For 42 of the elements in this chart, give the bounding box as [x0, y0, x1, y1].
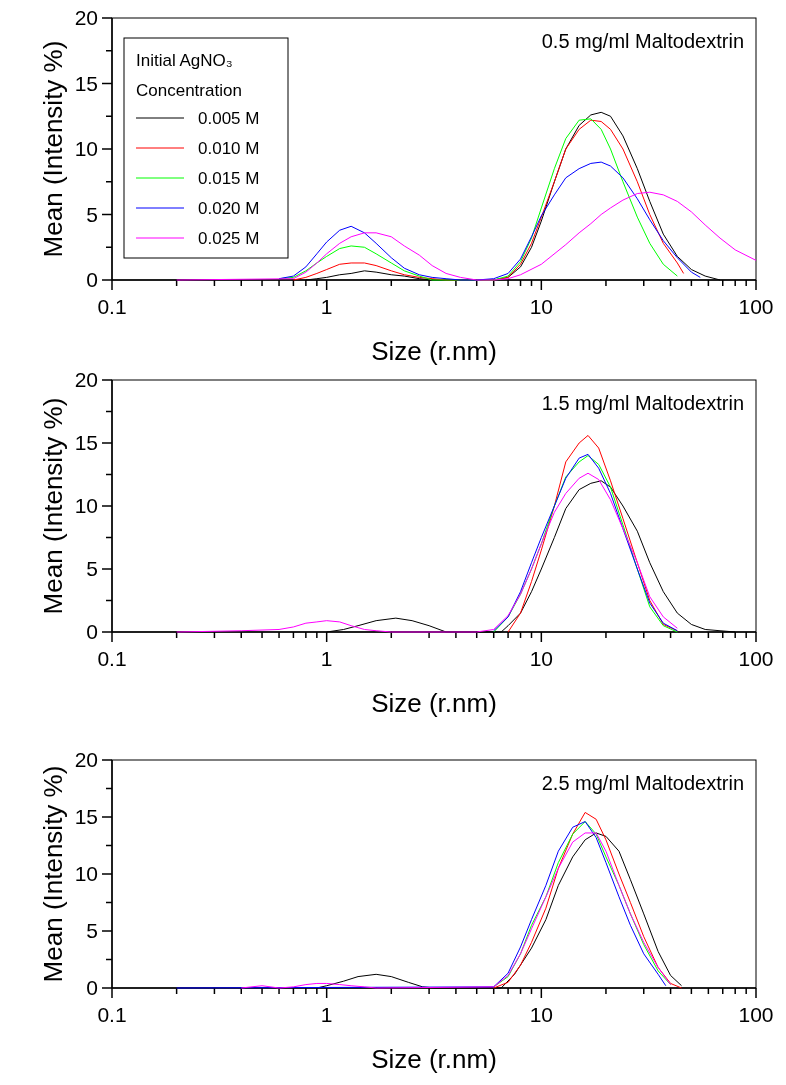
y-tick-label: 0	[86, 620, 98, 643]
x-tick-label: 0.1	[97, 295, 127, 318]
y-tick-label: 15	[74, 805, 98, 828]
x-tick-label: 10	[529, 295, 554, 318]
y-tick-label: 5	[86, 202, 98, 226]
y-tick-label: 5	[86, 919, 98, 942]
x-axis-title: Size (r.nm)	[371, 1044, 497, 1074]
y-axis-title: Mean (Intensity %)	[38, 40, 68, 258]
y-tick-label: 20	[74, 748, 98, 771]
y-tick-label: 15	[74, 71, 98, 95]
legend-title: Initial AgNO₃ Concentration	[136, 51, 242, 100]
y-tick-label: 15	[74, 431, 98, 454]
x-tick-label: 1	[320, 1003, 333, 1026]
legend-label: 0.015 M	[198, 169, 260, 188]
y-tick-label: 20	[74, 368, 98, 391]
x-tick-label: 10	[529, 1003, 554, 1026]
y-tick-label: 5	[86, 557, 98, 580]
y-tick-label: 10	[74, 137, 98, 160]
y-tick-label: 0	[86, 268, 98, 291]
x-tick-label: 100	[738, 647, 774, 670]
x-tick-label: 100	[738, 1003, 774, 1026]
x-tick-label: 100	[738, 295, 774, 318]
y-tick-label: 0	[86, 976, 98, 999]
y-tick-label: 20	[74, 6, 98, 29]
y-axis-title: Mean (Intensity %)	[38, 765, 68, 983]
x-axis-title: Size (r.nm)	[371, 336, 497, 366]
x-tick-label: 1	[320, 295, 333, 318]
x-tick-label: 1	[320, 647, 333, 670]
legend-label: 0.005 M	[198, 109, 260, 128]
x-tick-label: 0.1	[97, 647, 127, 670]
y-axis-title: Mean (Intensity %)	[38, 397, 68, 615]
y-tick-label: 10	[74, 494, 98, 517]
legend-label: 0.025 M	[198, 229, 260, 248]
annotation: 1.5 mg/ml Maltodextrin	[541, 392, 744, 414]
annotation: 0.5 mg/ml Maltodextrin	[541, 30, 744, 52]
x-axis-title: Size (r.nm)	[371, 688, 497, 718]
x-tick-label: 0.1	[97, 1003, 127, 1026]
annotation: 2.5 mg/ml Maltodextrin	[541, 772, 744, 794]
legend-label: 0.020 M	[198, 199, 260, 218]
y-tick-label: 10	[74, 862, 98, 885]
legend-label: 0.010 M	[198, 139, 260, 158]
x-tick-label: 10	[529, 647, 554, 670]
